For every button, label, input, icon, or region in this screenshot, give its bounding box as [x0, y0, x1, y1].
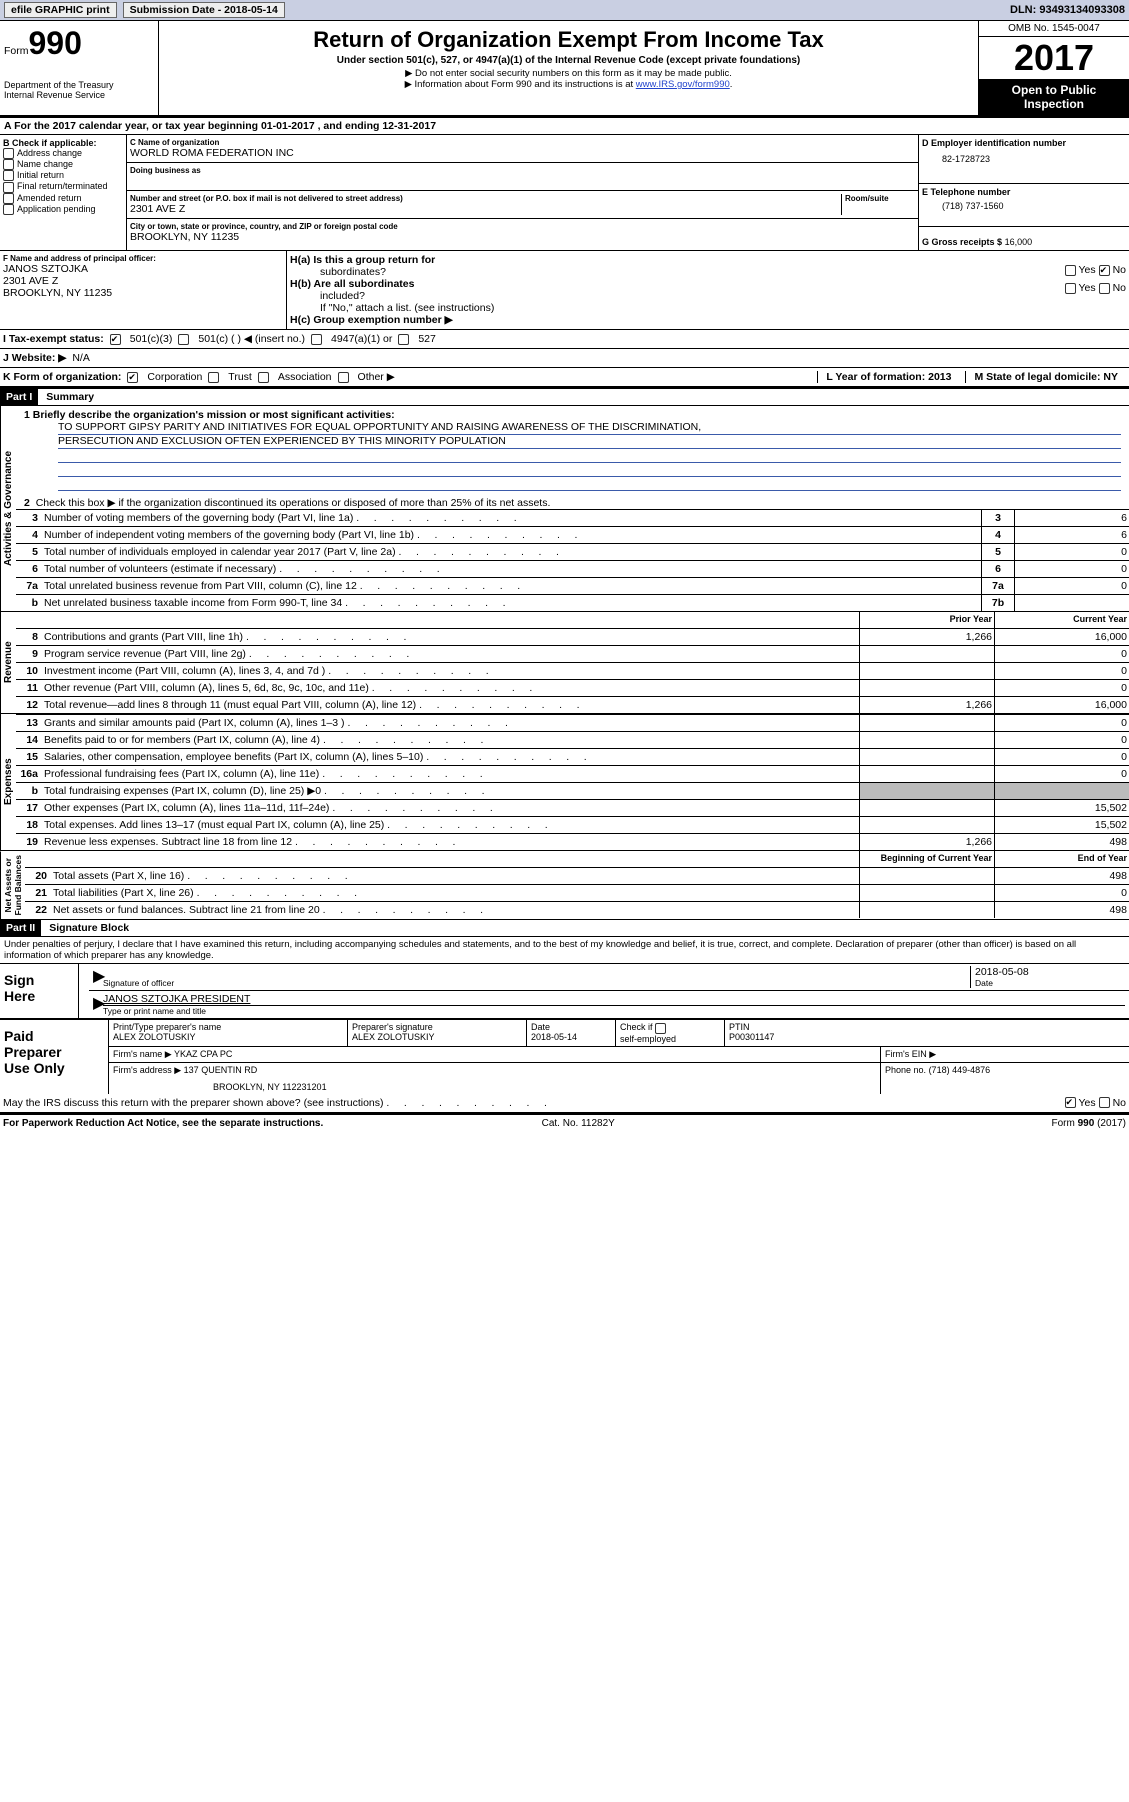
- irs: Internal Revenue Service: [4, 90, 154, 100]
- d-label: D Employer identification number: [922, 138, 1126, 148]
- cb-initial[interactable]: Initial return: [3, 170, 123, 181]
- preparer-sig: ALEX ZOLOTUSKIY: [352, 1032, 522, 1042]
- cb-corp[interactable]: [127, 372, 138, 383]
- sig-officer-label: Signature of officer: [103, 978, 970, 988]
- cb-501c3[interactable]: [110, 334, 121, 345]
- form-word: Form: [4, 45, 29, 57]
- form-title: Return of Organization Exempt From Incom…: [163, 27, 974, 53]
- subtitle-2: ▶ Do not enter social security numbers o…: [163, 68, 974, 79]
- vlabel-expenses: Expenses: [0, 714, 16, 850]
- part2-header: Part IISignature Block: [0, 920, 1129, 937]
- omb-number: OMB No. 1545-0047: [979, 21, 1129, 37]
- discuss-yes[interactable]: [1065, 1097, 1076, 1108]
- firm-ein-label: Firm's EIN ▶: [881, 1047, 1129, 1062]
- gross-receipts: 16,000: [1005, 237, 1033, 247]
- ptin: P00301147: [729, 1032, 1125, 1042]
- line-a: A For the 2017 calendar year, or tax yea…: [0, 118, 1129, 135]
- street: 2301 AVE Z: [130, 203, 841, 215]
- f-label: F Name and address of principal officer:: [3, 254, 283, 263]
- cb-assoc[interactable]: [258, 372, 269, 383]
- cb-final[interactable]: Final return/terminated: [3, 181, 123, 192]
- b-header: B Check if applicable:: [3, 138, 123, 148]
- officer-addr1: 2301 AVE Z: [3, 275, 283, 287]
- hc-label: H(c) Group exemption number ▶: [290, 314, 453, 326]
- section-b-d: B Check if applicable: Address change Na…: [0, 135, 1129, 251]
- vlabel-netassets: Net Assets or Fund Balances: [0, 851, 25, 919]
- telephone: (718) 737-1560: [922, 197, 1126, 211]
- city-label: City or town, state or province, country…: [130, 222, 915, 231]
- bcy-hdr: Beginning of Current Year: [859, 851, 994, 867]
- city: BROOKLYN, NY 11235: [130, 231, 915, 243]
- ein: 82-1728723: [922, 148, 1126, 164]
- room-label: Room/suite: [845, 194, 915, 203]
- sign-here: Sign Here: [0, 964, 79, 1018]
- sig-date: 2018-05-08: [975, 966, 1125, 978]
- section-f-h: F Name and address of principal officer:…: [0, 251, 1129, 330]
- current-year-hdr: Current Year: [994, 612, 1129, 628]
- form-number: 990: [29, 25, 82, 61]
- cb-501c[interactable]: [178, 334, 189, 345]
- typed-label: Type or print name and title: [103, 1005, 1125, 1016]
- cb-amended[interactable]: Amended return: [3, 193, 123, 204]
- org-name: WORLD ROMA FEDERATION INC: [130, 147, 915, 159]
- efile-print-button[interactable]: efile GRAPHIC print: [4, 2, 117, 18]
- preparer-date: 2018-05-14: [531, 1032, 611, 1042]
- mission-2: PERSECUTION AND EXCLUSION OFTEN EXPERIEN…: [58, 435, 1121, 449]
- state-domicile: M State of legal domicile: NY: [965, 371, 1126, 383]
- pra-notice: For Paperwork Reduction Act Notice, see …: [3, 1118, 323, 1129]
- subtitle-3: ▶ Information about Form 990 and its ins…: [163, 79, 974, 90]
- hb-note: If "No," attach a list. (see instruction…: [290, 302, 1126, 314]
- line1-label: 1 Briefly describe the organization's mi…: [24, 409, 395, 421]
- irs-link[interactable]: www.IRS.gov/form990: [636, 79, 730, 90]
- officer-typed: JANOS SZTOJKA PRESIDENT: [103, 993, 1125, 1005]
- eoy-hdr: End of Year: [994, 851, 1129, 867]
- vlabel-revenue: Revenue: [0, 612, 16, 713]
- row-i: I Tax-exempt status: 501(c)(3) 501(c) ( …: [0, 330, 1129, 349]
- firm-phone: (718) 449-4876: [929, 1065, 991, 1075]
- dba-label: Doing business as: [130, 166, 915, 175]
- e-label: E Telephone number: [922, 187, 1126, 197]
- firm-addr: 137 QUENTIN RD: [184, 1065, 258, 1075]
- row-k: K Form of organization: Corporation Trus…: [0, 368, 1129, 389]
- cb-name[interactable]: Name change: [3, 159, 123, 170]
- g-label: G Gross receipts $: [922, 237, 1002, 247]
- mission-1: TO SUPPORT GIPSY PARITY AND INITIATIVES …: [58, 421, 1121, 435]
- firm-name: YKAZ CPA PC: [174, 1049, 232, 1059]
- cat-no: Cat. No. 11282Y: [542, 1118, 615, 1129]
- row-j: J Website: ▶ N/A: [0, 349, 1129, 368]
- part1-header: Part ISummary: [0, 389, 1129, 406]
- open-inspection: Open to PublicInspection: [979, 79, 1129, 115]
- cb-trust[interactable]: [208, 372, 219, 383]
- officer-addr2: BROOKLYN, NY 11235: [3, 287, 283, 299]
- preparer-name: ALEX ZOLOTUSKIY: [113, 1032, 343, 1042]
- website: N/A: [72, 352, 90, 364]
- street-label: Number and street (or P.O. box if mail i…: [130, 194, 841, 203]
- line2: Check this box ▶ if the organization dis…: [36, 497, 551, 509]
- subtitle-1: Under section 501(c), 527, or 4947(a)(1)…: [183, 55, 954, 66]
- cb-527[interactable]: [398, 334, 409, 345]
- dept-treasury: Department of the Treasury: [4, 62, 154, 90]
- cb-other[interactable]: [338, 372, 349, 383]
- discuss-no[interactable]: [1099, 1097, 1110, 1108]
- submission-date: Submission Date - 2018-05-14: [123, 2, 285, 18]
- hb-label: H(b) Are all subordinates: [290, 278, 414, 290]
- ha-label: H(a) Is this a group return for: [290, 254, 435, 266]
- discuss-row: May the IRS discuss this return with the…: [0, 1094, 1129, 1115]
- paid-preparer: Paid Preparer Use Only: [0, 1020, 109, 1093]
- dln: DLN: 93493134093308: [1010, 4, 1125, 16]
- officer-name: JANOS SZTOJKA: [3, 263, 283, 275]
- tax-year: 2017: [979, 37, 1129, 79]
- declaration: Under penalties of perjury, I declare th…: [0, 937, 1129, 964]
- form-header: Form990 Department of the Treasury Inter…: [0, 21, 1129, 118]
- cb-pending[interactable]: Application pending: [3, 204, 123, 215]
- cb-address[interactable]: Address change: [3, 148, 123, 159]
- top-bar: efile GRAPHIC print Submission Date - 20…: [0, 0, 1129, 21]
- prior-year-hdr: Prior Year: [859, 612, 994, 628]
- cb-4947[interactable]: [311, 334, 322, 345]
- c-label: C Name of organization: [130, 138, 915, 147]
- vlabel-activities: Activities & Governance: [0, 406, 16, 611]
- form-footer: Form 990 (2017): [1052, 1118, 1126, 1129]
- year-formation: L Year of formation: 2013: [817, 371, 959, 383]
